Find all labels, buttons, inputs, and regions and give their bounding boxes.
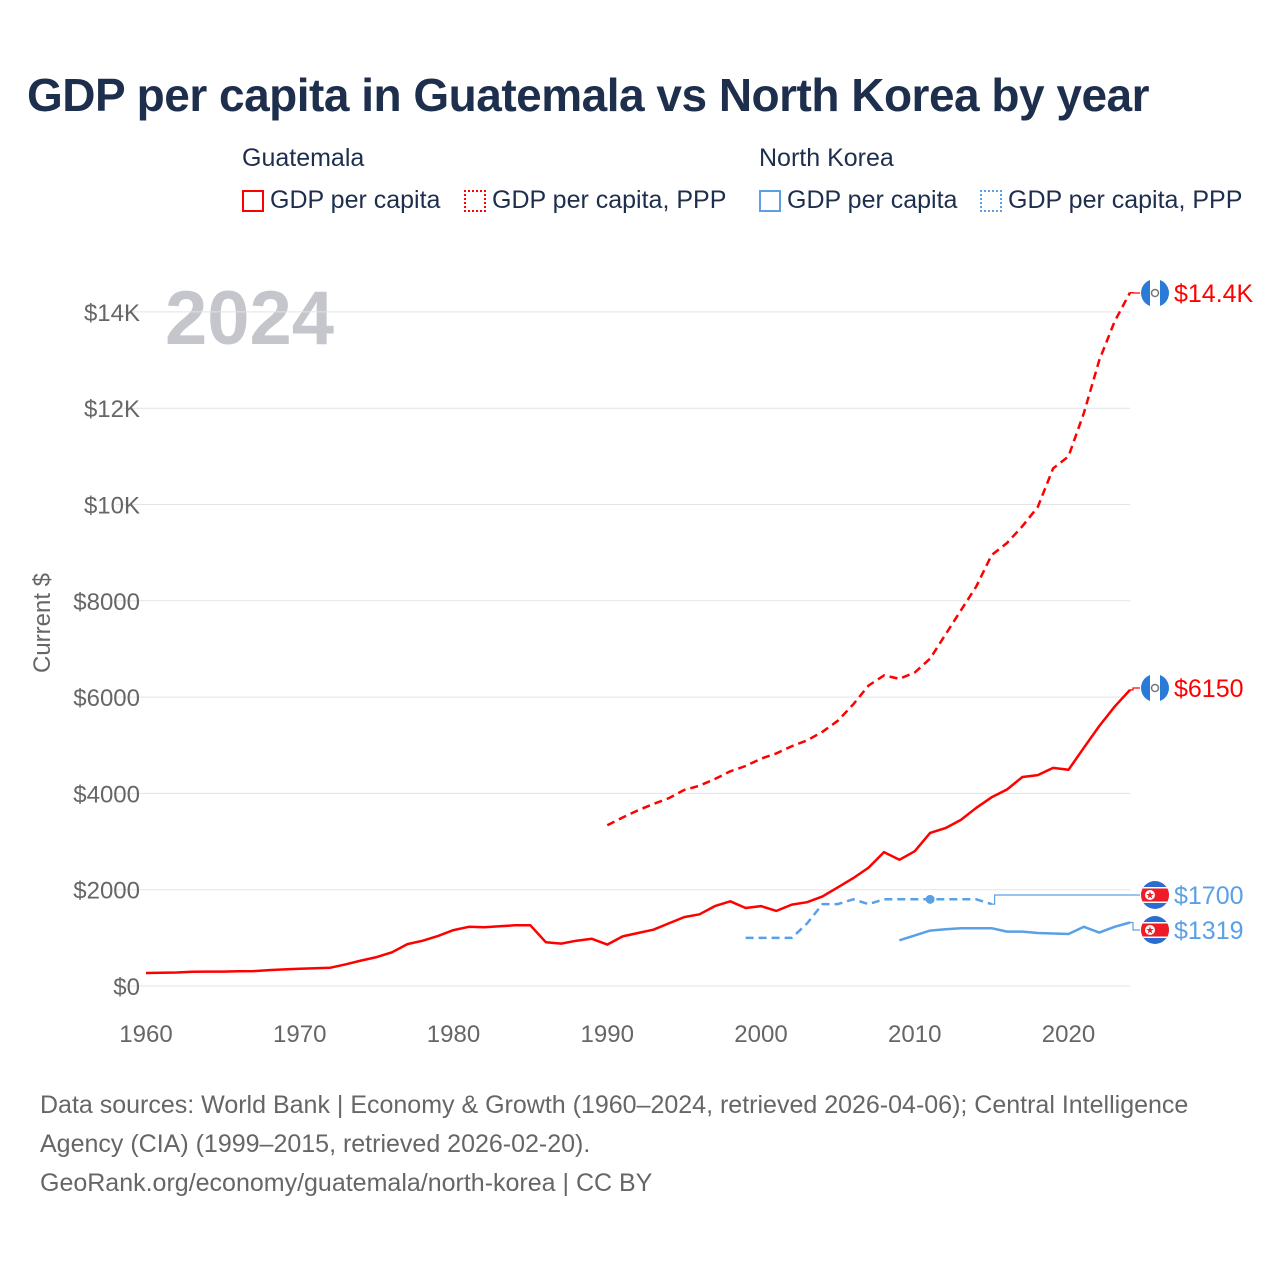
line-chart: 2024 Current $ $0 $2000 $4000 $6000 $8000 $10…	[29, 276, 1254, 1048]
source-note: Data sources: World Bank | Economy & Gro…	[40, 1086, 1250, 1203]
flag-stripe	[1141, 674, 1150, 702]
x-tick-label: 1970	[273, 1021, 326, 1048]
legend-label: GDP per capita	[270, 186, 441, 214]
flag-body: ★	[1141, 881, 1169, 909]
end-label-connector	[1130, 687, 1140, 691]
legend-label: GDP per capita, PPP	[1008, 186, 1243, 214]
x-tick-label: 2000	[734, 1021, 787, 1048]
flag-stripe	[1141, 279, 1150, 307]
legend-item-north-korea-ppp[interactable]: GDP per capita, PPP	[980, 186, 1242, 215]
source-link[interactable]: GeoRank.org/economy/guatemala/north-kore…	[40, 1169, 653, 1197]
x-tick-label: 1990	[581, 1021, 634, 1048]
y-tick-label: $2000	[73, 878, 140, 905]
legend-item-guatemala-ppp[interactable]: GDP per capita, PPP	[464, 186, 726, 215]
legend-swatch-dotted	[464, 189, 486, 212]
y-tick-label: $6000	[73, 685, 140, 712]
end-value-label: $6150	[1174, 675, 1244, 703]
legend-label: GDP per capita, PPP	[492, 186, 727, 214]
north-korea-flag-icon: ★	[1141, 916, 1169, 944]
end-value-label: $1319	[1174, 917, 1244, 945]
north-korea-flag-icon: ★	[1141, 881, 1169, 909]
legend-swatch-dotted	[980, 189, 1002, 212]
legend-swatch-solid	[242, 189, 264, 212]
flag-body	[1141, 674, 1169, 702]
flag-body	[1141, 279, 1169, 307]
guatemala-flag-icon	[1141, 279, 1169, 307]
x-tick-label: 2010	[888, 1021, 941, 1048]
flag-stripe	[1160, 674, 1169, 702]
end-value-label: $14.4K	[1174, 280, 1254, 308]
y-tick-label: $4000	[73, 781, 140, 808]
series-line-guatemala-gdp-per-capita	[145, 689, 1131, 975]
legend-group-north-korea: North Korea	[759, 144, 894, 172]
y-axis-label: Current $	[29, 573, 56, 673]
x-tick-label: 1980	[427, 1021, 480, 1048]
end-label-connector	[1130, 921, 1140, 931]
y-tick-label: $12K	[84, 396, 140, 423]
legend-item-guatemala-gdp[interactable]: GDP per capita	[242, 186, 440, 215]
source-text: Data sources: World Bank | Economy & Gro…	[40, 1091, 1189, 1158]
x-tick-label: 2020	[1042, 1021, 1095, 1048]
y-tick-label: $0	[113, 974, 140, 1001]
flag-body: ★	[1141, 916, 1169, 944]
legend-label: GDP per capita	[787, 186, 958, 214]
flag-star: ★	[1146, 891, 1155, 902]
flag-disc	[1145, 890, 1155, 900]
chart-title: GDP per capita in Guatemala vs North Kor…	[27, 69, 1150, 121]
data-point-marker	[925, 894, 935, 904]
end-value-label: $1700	[1174, 882, 1244, 910]
series-line-north-korea-gdp-per-capita-ppp	[745, 898, 992, 940]
flag-stripe	[1160, 279, 1169, 307]
guatemala-flag-icon	[1141, 674, 1169, 702]
year-watermark: 2024	[165, 276, 334, 361]
legend-item-north-korea-gdp[interactable]: GDP per capita	[759, 186, 957, 215]
series-line-north-korea-gdp-per-capita	[899, 921, 1131, 942]
y-tick-label: $8000	[73, 589, 140, 616]
end-label-connector	[991, 894, 1140, 905]
legend-swatch-solid	[759, 189, 781, 212]
legend-group-guatemala: Guatemala	[242, 144, 365, 172]
series-line-guatemala-gdp-per-capita-ppp	[606, 292, 1132, 827]
flag-star: ★	[1146, 926, 1155, 937]
flag-disc	[1145, 925, 1155, 935]
y-tick-label: $14K	[84, 300, 140, 327]
y-tick-label: $10K	[84, 493, 140, 520]
x-tick-label: 1960	[119, 1021, 172, 1048]
flag-emblem	[1150, 288, 1160, 298]
flag-emblem	[1150, 683, 1160, 693]
